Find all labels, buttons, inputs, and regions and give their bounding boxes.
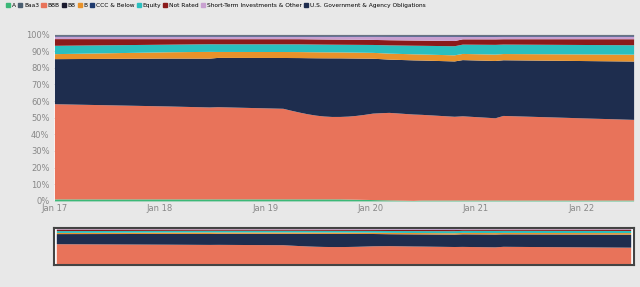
Legend: A, Baa3, BBB, BB, B, CCC & Below, Equity, Not Rated, Short-Term Investments & Ot: A, Baa3, BBB, BB, B, CCC & Below, Equity…: [6, 3, 426, 8]
